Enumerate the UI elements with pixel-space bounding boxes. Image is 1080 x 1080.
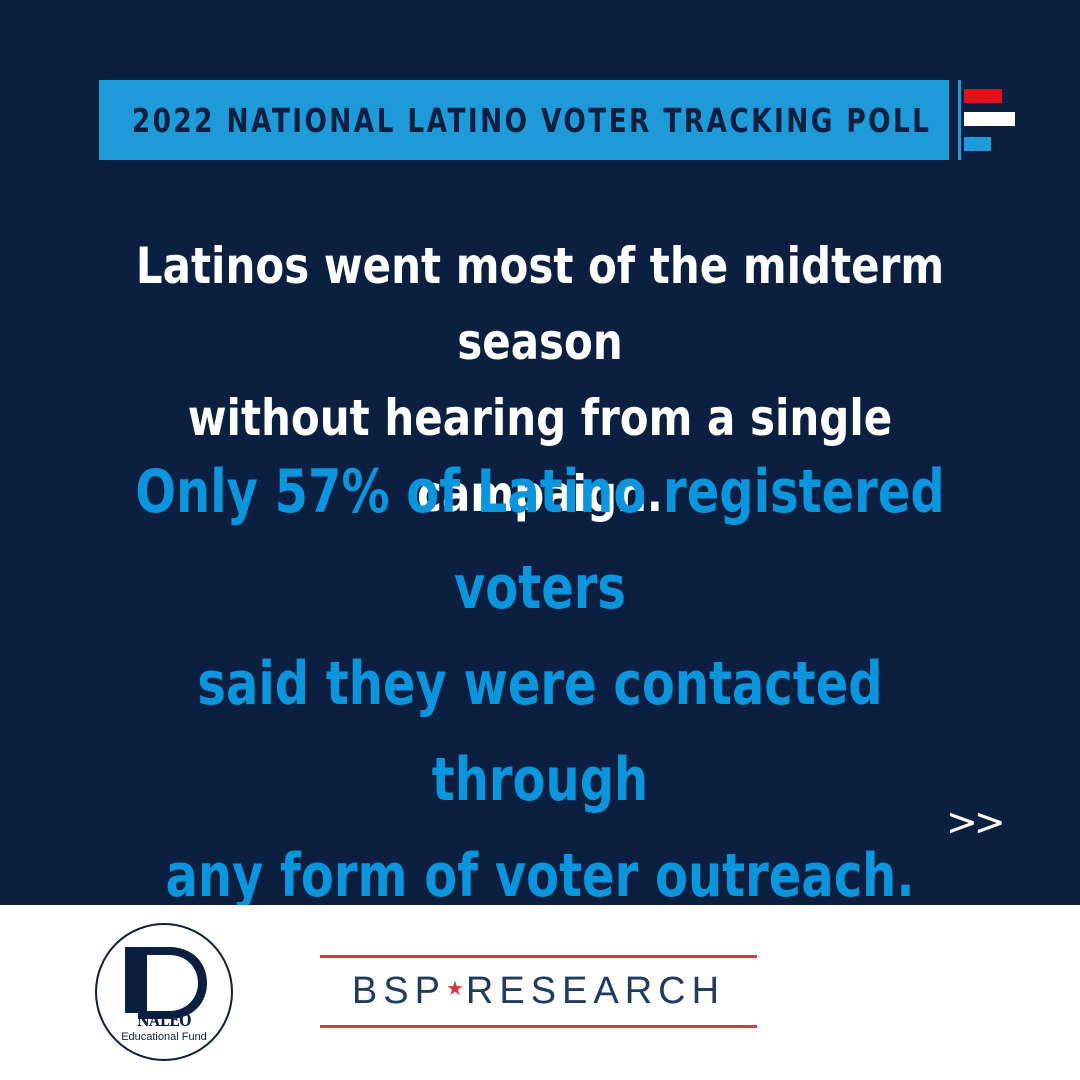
naleo-emblem-icon [125, 947, 207, 1019]
stat-statement: Only 57% of Latino registered voters sai… [108, 444, 972, 924]
headline: Latinos went most of the midterm season … [120, 228, 960, 532]
flag-divider [958, 80, 961, 160]
banner-title: 2022 NATIONAL LATINO VOTER TRACKING POLL [131, 100, 931, 140]
bsp-rule-top [320, 955, 757, 958]
naleo-subtitle: Educational Fund [121, 1031, 207, 1043]
headline-line-1: Latinos went most of the midterm season [135, 237, 945, 371]
stat-line-1: Only 57% of Latino registered voters [135, 457, 945, 623]
naleo-name: NALEO [136, 1011, 192, 1031]
footer: NALEO Educational Fund BSP★RESEARCH [0, 905, 1080, 1080]
headline-line-2: without hearing from a single campaign. [187, 389, 893, 523]
main-panel: 2022 NATIONAL LATINO VOTER TRACKING POLL… [99, 80, 1015, 911]
bsp-left-word: BSP [351, 970, 446, 1012]
flag-white-stripe [964, 112, 1015, 126]
flag-red-stripe [964, 89, 1002, 103]
bsp-right-word: RESEARCH [465, 970, 726, 1012]
star-icon: ★ [445, 978, 466, 1000]
stat-line-2: said they were contacted through [197, 649, 883, 815]
bsp-rule-bottom [320, 1025, 757, 1028]
bsp-wordmark: BSP★RESEARCH [320, 970, 757, 1013]
naleo-logo: NALEO Educational Fund [95, 923, 233, 1061]
stat-line-3: any form of voter outreach. [165, 841, 915, 911]
flag-blue-stripe [964, 137, 991, 151]
bsp-research-logo: BSP★RESEARCH [320, 955, 757, 1030]
double-chevron-right-icon[interactable]: >> [946, 800, 1006, 844]
title-banner: 2022 NATIONAL LATINO VOTER TRACKING POLL [99, 80, 949, 160]
